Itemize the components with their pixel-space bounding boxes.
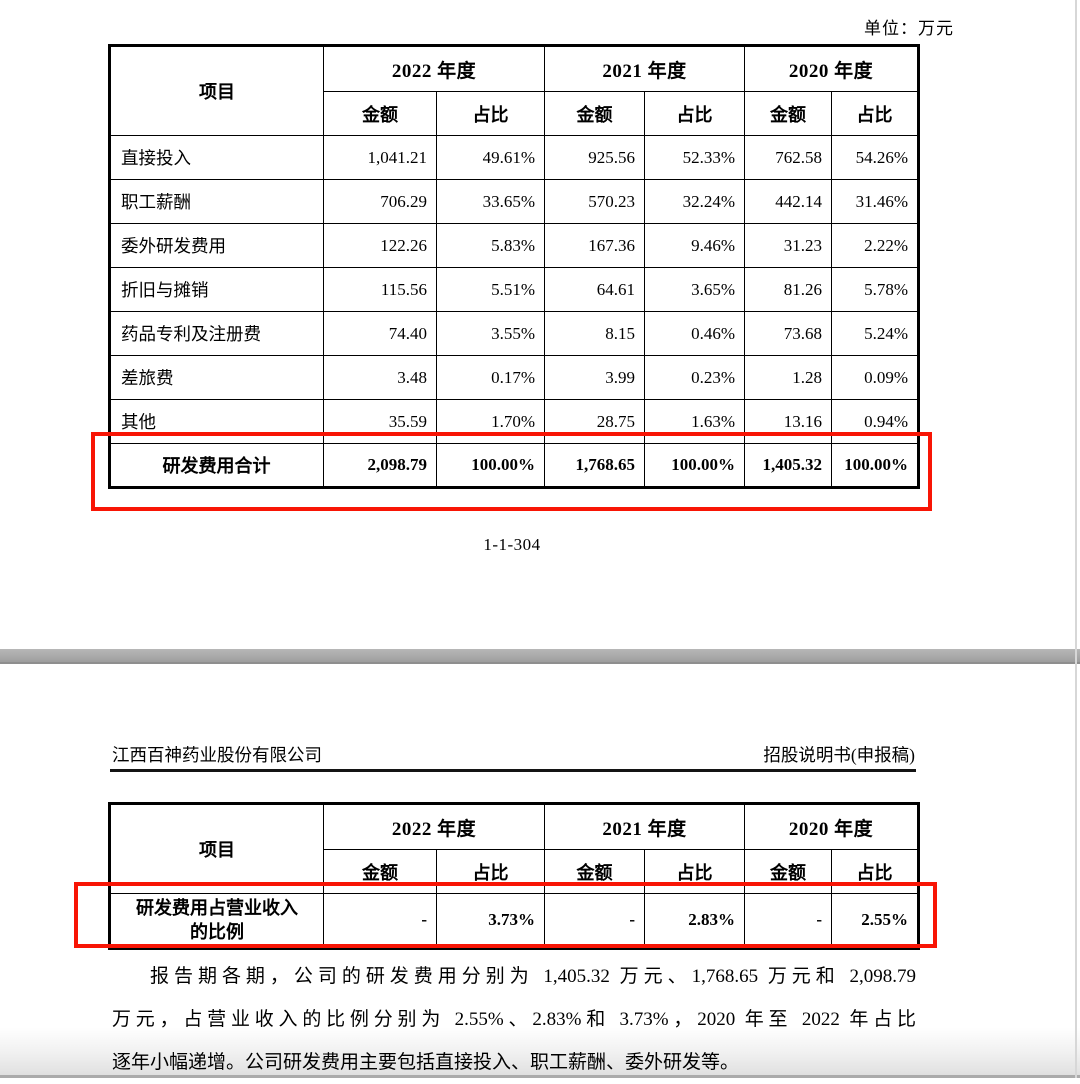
table-subheader-row: 金额 占比 金额 占比 金额 占比 xyxy=(110,91,920,136)
table-row: 职工薪酬 706.29 33.65% 570.23 32.24% 442.14 … xyxy=(109,179,920,224)
document-type-label: 招股说明书(申报稿) xyxy=(763,745,915,765)
body-paragraph: 报告期各期，公司的研发费用分别为 1,405.32 万元、1,768.65 万元… xyxy=(112,955,916,1084)
unit-label: 单位：万元 xyxy=(864,19,954,38)
column-header-2020: 2020 年度 xyxy=(744,803,920,850)
page-number: 1-1-304 xyxy=(483,535,541,554)
paragraph-line: 万元，占营业收入的比例分别为 2.55%、2.83%和 3.73%，2020 年… xyxy=(112,1009,916,1030)
table-header-row: 项目 2022 年度 2021 年度 2020 年度 xyxy=(109,45,920,136)
table-row: 委外研发费用 122.26 5.83% 167.36 9.46% 31.23 2… xyxy=(109,223,920,268)
column-header-amount: 金额 xyxy=(744,849,833,894)
column-header-amount: 金额 xyxy=(323,91,437,136)
rd-expense-table: 项目 2022 年度 2021 年度 2020 年度 金额 占比 金额 占比 金… xyxy=(108,44,921,489)
table-row: 折旧与摊销 115.56 5.51% 64.61 3.65% 81.26 5.7… xyxy=(109,267,920,312)
column-header-amount: 金额 xyxy=(323,849,437,894)
column-header-ratio: 占比 xyxy=(435,849,546,894)
column-header-ratio: 占比 xyxy=(644,91,746,136)
column-header-2021: 2021 年度 xyxy=(544,45,746,92)
column-header-ratio: 占比 xyxy=(435,91,546,136)
rd-ratio-table: 项目 2022 年度 2021 年度 2020 年度 金额 占比 金额 占比 金… xyxy=(108,802,921,950)
table-row: 药品专利及注册费 74.40 3.55% 8.15 0.46% 73.68 5.… xyxy=(109,311,920,356)
viewer-right-edge xyxy=(1075,0,1077,1078)
paragraph-line: 逐年小幅递增。公司研发费用主要包括直接投入、职工薪酬、委外研发等。 xyxy=(112,1052,740,1073)
table-row: 研发费用占营业收入的比例 - 3.73% - 2.83% - 2.55% xyxy=(109,893,920,949)
column-header-amount: 金额 xyxy=(544,91,646,136)
table-row: 直接投入 1,041.21 49.61% 925.56 52.33% 762.5… xyxy=(109,135,920,180)
column-header-2022: 2022 年度 xyxy=(322,803,546,850)
table-row: 其他 35.59 1.70% 28.75 1.63% 13.16 0.94% xyxy=(109,399,920,444)
paragraph-line: 报告期各期，公司的研发费用分别为 1,405.32 万元、1,768.65 万元… xyxy=(150,966,916,987)
table-header-row: 项目 2022 年度 2021 年度 2020 年度 xyxy=(109,803,920,894)
column-header-ratio: 占比 xyxy=(831,849,920,894)
column-header-2020: 2020 年度 xyxy=(744,45,920,92)
header-rule xyxy=(110,769,916,772)
column-header-amount: 金额 xyxy=(744,91,833,136)
table-subheader-row: 金额 占比 金额 占比 金额 占比 xyxy=(110,849,920,894)
column-header-ratio: 占比 xyxy=(831,91,920,136)
column-header-item: 项目 xyxy=(109,803,324,894)
column-header-amount: 金额 xyxy=(544,849,646,894)
total-row: 研发费用合计 2,098.79 100.00% 1,768.65 100.00%… xyxy=(109,443,920,488)
column-header-ratio: 占比 xyxy=(644,849,746,894)
company-name: 江西百神药业股份有限公司 xyxy=(112,745,322,765)
column-header-2022: 2022 年度 xyxy=(322,45,546,92)
column-header-2021: 2021 年度 xyxy=(544,803,746,850)
column-header-item: 项目 xyxy=(109,45,324,136)
table-row: 差旅费 3.48 0.17% 3.99 0.23% 1.28 0.09% xyxy=(109,355,920,400)
page-divider xyxy=(0,649,1080,664)
